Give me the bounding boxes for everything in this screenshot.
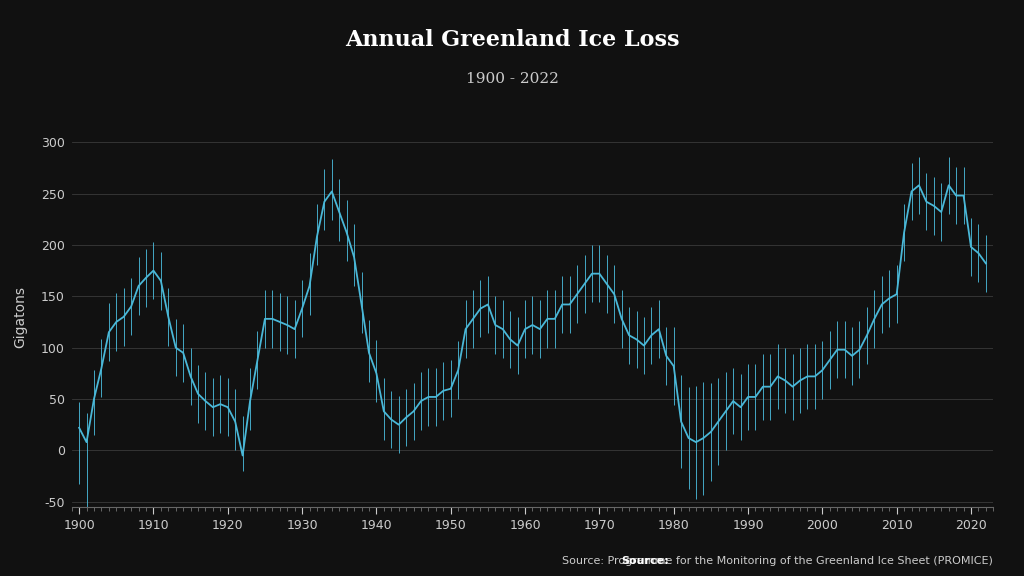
Text: Source:: Source: <box>622 556 669 566</box>
Text: Annual Greenland Ice Loss: Annual Greenland Ice Loss <box>345 29 679 51</box>
Text: Source: Programme for the Monitoring of the Greenland Ice Sheet (PROMICE): Source: Programme for the Monitoring of … <box>562 556 993 566</box>
Y-axis label: Gigatons: Gigatons <box>13 286 27 348</box>
Text: 1900 - 2022: 1900 - 2022 <box>466 72 558 86</box>
